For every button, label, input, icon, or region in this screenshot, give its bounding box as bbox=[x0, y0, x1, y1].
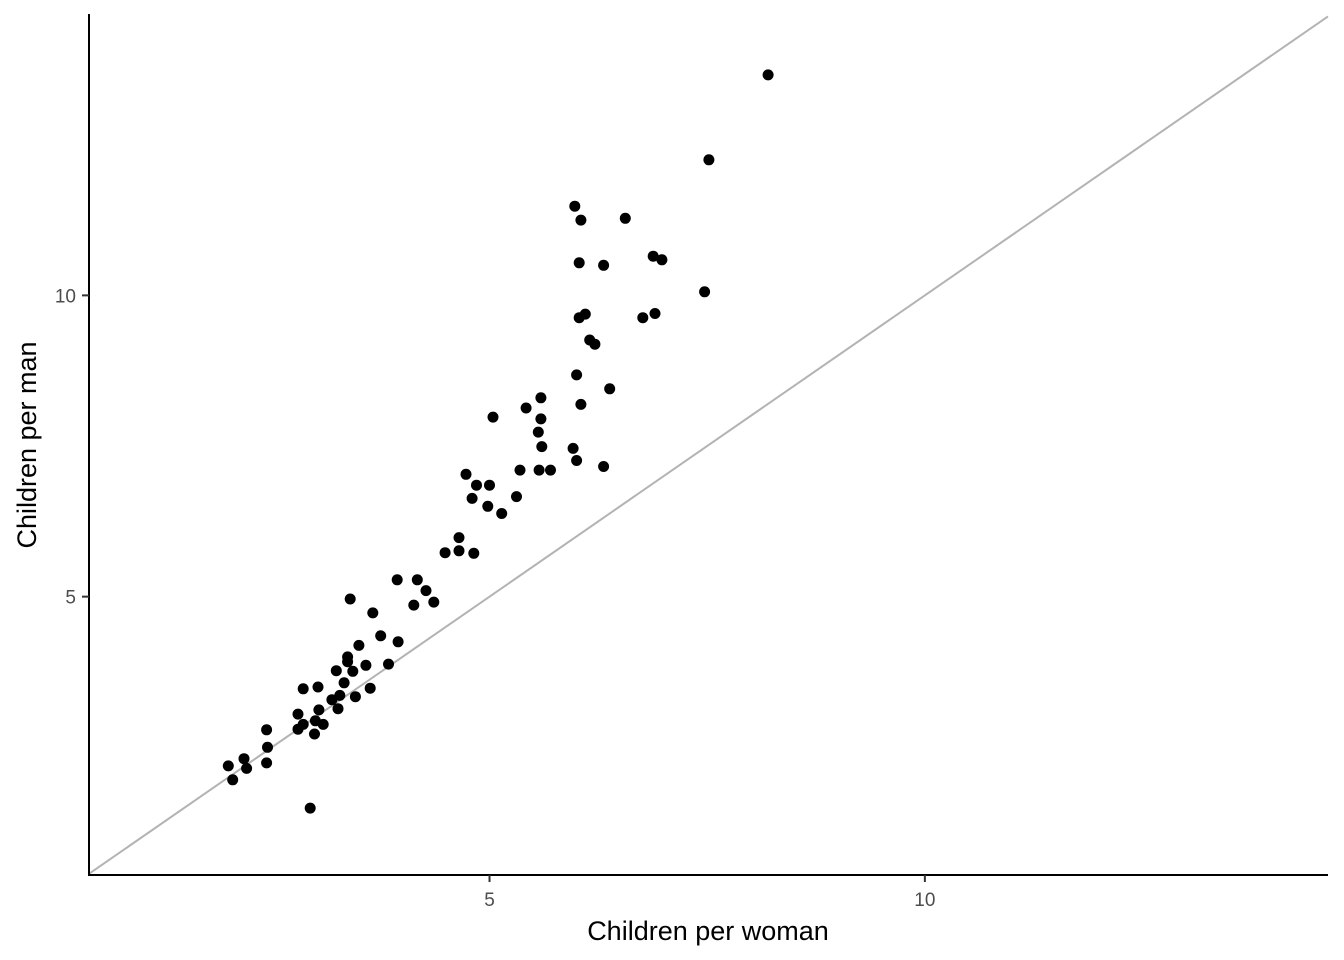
data-point-35 bbox=[482, 500, 494, 512]
data-point-19 bbox=[535, 392, 547, 404]
data-point-56 bbox=[330, 665, 342, 677]
data-point-21 bbox=[487, 411, 499, 423]
data-point-6 bbox=[598, 259, 610, 271]
data-point-75 bbox=[238, 753, 250, 765]
data-point-64 bbox=[326, 694, 338, 706]
data-point-32 bbox=[471, 479, 482, 491]
data-point-14 bbox=[637, 312, 649, 324]
data-point-38 bbox=[453, 532, 465, 544]
data-point-66 bbox=[313, 704, 325, 716]
axes-layer bbox=[88, 14, 1328, 876]
reference-layer bbox=[88, 15, 1329, 875]
data-point-77 bbox=[241, 762, 253, 774]
x-tick-label-0: 5 bbox=[484, 890, 495, 911]
data-point-28 bbox=[514, 464, 526, 476]
data-point-26 bbox=[571, 455, 583, 466]
points-layer bbox=[222, 69, 774, 814]
data-point-67 bbox=[292, 708, 304, 720]
data-point-71 bbox=[292, 723, 304, 735]
data-point-50 bbox=[392, 636, 404, 648]
data-point-31 bbox=[460, 468, 472, 480]
data-point-15 bbox=[649, 308, 661, 319]
data-point-47 bbox=[344, 593, 356, 605]
data-point-18 bbox=[604, 383, 616, 395]
data-point-23 bbox=[532, 426, 544, 438]
data-point-40 bbox=[453, 545, 465, 557]
data-point-74 bbox=[262, 741, 273, 753]
y-tick-label-0: 5 bbox=[65, 588, 76, 609]
data-point-3 bbox=[575, 214, 587, 226]
data-point-13 bbox=[589, 338, 601, 350]
data-point-46 bbox=[408, 599, 420, 611]
data-point-78 bbox=[222, 760, 234, 772]
data-point-62 bbox=[349, 691, 361, 703]
data-point-45 bbox=[428, 596, 440, 608]
data-point-60 bbox=[297, 683, 309, 695]
data-point-44 bbox=[420, 585, 432, 597]
data-point-36 bbox=[511, 491, 522, 503]
data-point-17 bbox=[575, 398, 587, 410]
x-axis-title: Children per woman bbox=[587, 916, 829, 946]
data-point-8 bbox=[656, 254, 668, 266]
data-point-0 bbox=[762, 69, 774, 81]
data-point-54 bbox=[360, 659, 372, 671]
data-point-41 bbox=[468, 547, 480, 559]
data-point-33 bbox=[484, 479, 495, 491]
data-point-11 bbox=[579, 308, 591, 320]
data-point-80 bbox=[304, 802, 316, 814]
data-point-61 bbox=[312, 681, 324, 693]
data-point-57 bbox=[347, 665, 359, 677]
data-point-34 bbox=[466, 492, 478, 504]
y-ticks: 5 10 bbox=[55, 286, 89, 609]
data-point-29 bbox=[533, 464, 545, 476]
data-point-72 bbox=[309, 728, 320, 740]
x-ticks: 5 10 bbox=[484, 875, 935, 911]
data-point-48 bbox=[367, 607, 379, 619]
y-tick-label-1: 10 bbox=[55, 286, 76, 307]
data-point-16 bbox=[571, 369, 583, 381]
data-point-30 bbox=[545, 464, 556, 476]
data-point-42 bbox=[391, 574, 403, 586]
data-point-1 bbox=[703, 154, 715, 166]
x-tick-label-1: 10 bbox=[914, 890, 935, 911]
data-point-39 bbox=[439, 547, 451, 559]
data-point-37 bbox=[496, 508, 508, 519]
y-axis-title: Children per man bbox=[12, 341, 42, 548]
data-point-2 bbox=[569, 200, 581, 212]
data-point-27 bbox=[598, 461, 610, 472]
data-point-79 bbox=[227, 774, 239, 786]
data-point-69 bbox=[317, 718, 329, 730]
data-point-73 bbox=[261, 724, 273, 736]
data-point-55 bbox=[383, 658, 394, 670]
data-point-9 bbox=[699, 286, 711, 298]
data-point-59 bbox=[364, 682, 376, 694]
data-point-24 bbox=[536, 441, 548, 453]
data-point-65 bbox=[332, 703, 344, 715]
data-point-25 bbox=[567, 442, 579, 454]
data-point-20 bbox=[520, 402, 532, 414]
data-point-51 bbox=[353, 639, 365, 651]
data-point-22 bbox=[535, 413, 547, 425]
data-point-4 bbox=[619, 212, 631, 224]
data-point-49 bbox=[375, 630, 387, 642]
data-point-58 bbox=[338, 677, 350, 689]
data-point-43 bbox=[411, 574, 423, 586]
data-point-76 bbox=[261, 757, 273, 769]
data-point-5 bbox=[573, 257, 585, 269]
data-point-53 bbox=[342, 656, 354, 668]
data-point-7 bbox=[647, 250, 659, 262]
identity-reference-line bbox=[88, 15, 1329, 875]
